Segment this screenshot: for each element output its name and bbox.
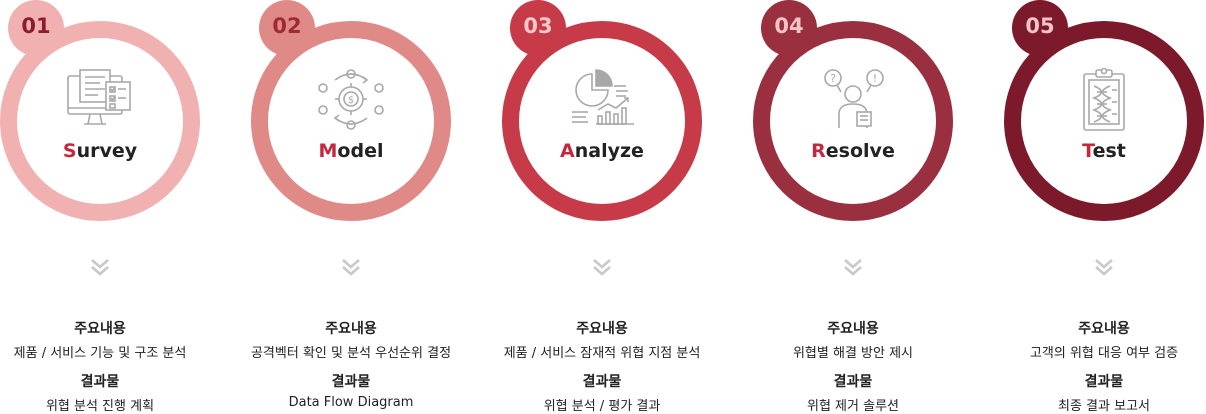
content-heading: 주요내용 xyxy=(325,321,377,337)
result-text: Data Flow Diagram xyxy=(288,395,414,410)
result-text: 위협 분석 진행 계획 xyxy=(45,399,155,414)
result-text: 최종 결과 보고서 xyxy=(1058,399,1150,414)
content-heading: 주요내용 xyxy=(576,321,628,337)
step-model: 02 $ Model 주요내용 공격벡터 확인 및 분석 우 xyxy=(251,0,451,413)
step-title: Survey xyxy=(0,140,200,162)
result-heading: 결과물 xyxy=(833,374,873,390)
chevron-down-double-icon xyxy=(340,256,362,278)
step-title-rest: est xyxy=(1092,140,1126,162)
content-text: 공격벡터 확인 및 분석 우선순위 결정 xyxy=(250,346,452,361)
svg-text:!: ! xyxy=(873,72,877,85)
step-number-badge: 04 xyxy=(761,0,817,56)
result-heading: 결과물 xyxy=(80,374,120,390)
step-number-badge: 03 xyxy=(510,0,566,56)
result-text: 위협 분석 / 평가 결과 xyxy=(543,399,661,414)
step-title: Analyze xyxy=(502,140,702,162)
content-heading: 주요내용 xyxy=(827,321,879,337)
result-heading: 결과물 xyxy=(1084,374,1124,390)
model-gear-cycle-icon: $ xyxy=(311,66,391,132)
step-title: Resolve xyxy=(753,140,953,162)
step-title: Model xyxy=(251,140,451,162)
step-title-rest: odel xyxy=(337,140,384,162)
chevron-down-double-icon xyxy=(1093,256,1115,278)
chevron-down-double-icon xyxy=(89,256,111,278)
step-resolve: 04 ? ! Resolve 주요내용 위협별 해결 방안 제시 결과물 위협 … xyxy=(753,0,953,414)
content-text: 위협별 해결 방안 제시 xyxy=(792,346,914,361)
step-number-badge: 05 xyxy=(1012,0,1068,56)
chevron-down-double-icon xyxy=(591,256,613,278)
content-text: 제품 / 서비스 잠재적 위협 지점 분석 xyxy=(503,346,701,361)
step-title: Test xyxy=(1004,140,1204,162)
step-test: 05 Test 주요내용 고객의 위협 대응 여부 검증 결과물 최종 결과 보… xyxy=(1004,0,1204,414)
step-survey: 01 Survey 주요내용 제품 / 서비 xyxy=(0,0,200,414)
result-text: 위협 제거 솔루션 xyxy=(807,399,899,414)
content-heading: 주요내용 xyxy=(74,321,126,337)
step-number-badge: 02 xyxy=(259,0,315,56)
step-title-rest: nalyze xyxy=(574,140,644,162)
chevron-down-double-icon xyxy=(842,256,864,278)
step-title-initial: T xyxy=(1082,140,1093,162)
step-title-rest: esolve xyxy=(825,140,895,162)
content-text: 고객의 위협 대응 여부 검증 xyxy=(1029,346,1179,361)
resolve-person-question-icon: ? ! xyxy=(813,66,893,132)
analyze-chart-icon xyxy=(562,66,642,132)
test-clipboard-dna-icon xyxy=(1064,66,1144,132)
step-analyze: 03 Analyze 주요내용 제품 / 서비스 잠재적 위협 지점 분석 결과… xyxy=(502,0,702,414)
step-title-initial: A xyxy=(560,140,575,162)
result-heading: 결과물 xyxy=(331,374,371,390)
step-title-initial: S xyxy=(62,140,77,162)
survey-monitor-checklist-icon xyxy=(60,66,140,132)
svg-text:?: ? xyxy=(830,72,836,85)
step-title-initial: M xyxy=(318,140,338,162)
content-text: 제품 / 서비스 기능 및 구조 분석 xyxy=(13,346,187,361)
step-title-initial: R xyxy=(811,140,826,162)
content-heading: 주요내용 xyxy=(1078,321,1130,337)
step-title-rest: urvey xyxy=(76,140,138,162)
step-number-badge: 01 xyxy=(8,0,64,56)
result-heading: 결과물 xyxy=(582,374,622,390)
svg-text:$: $ xyxy=(348,95,354,106)
